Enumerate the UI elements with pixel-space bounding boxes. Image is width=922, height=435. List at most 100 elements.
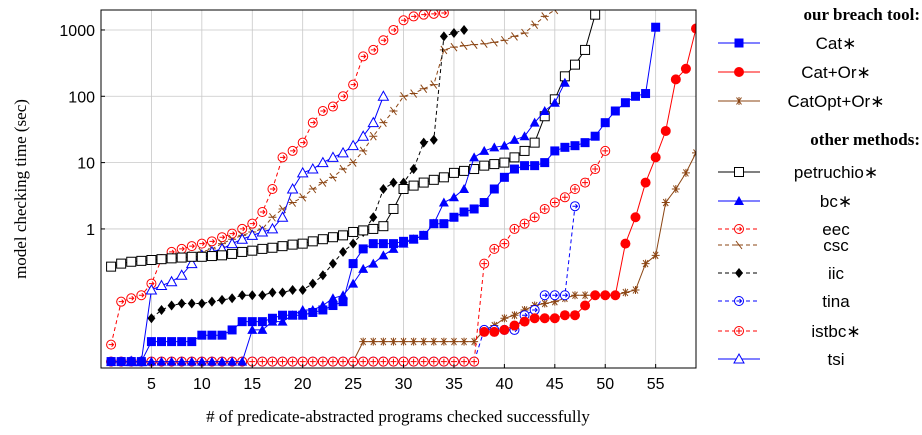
data-point bbox=[368, 356, 379, 367]
data-point bbox=[559, 77, 570, 87]
data-point bbox=[735, 97, 743, 105]
data-point bbox=[560, 142, 570, 152]
data-point bbox=[428, 174, 439, 185]
data-point bbox=[479, 160, 490, 171]
data-point bbox=[267, 356, 278, 367]
data-point bbox=[429, 134, 438, 145]
data-point bbox=[479, 258, 490, 269]
data-point bbox=[408, 11, 419, 22]
data-point bbox=[631, 286, 640, 294]
data-point bbox=[369, 337, 378, 346]
data-point bbox=[338, 230, 349, 241]
data-point bbox=[207, 296, 216, 307]
data-point bbox=[409, 164, 418, 175]
legend-label: tina bbox=[822, 292, 850, 311]
data-point bbox=[176, 243, 187, 254]
legend-label: Cat∗ bbox=[816, 34, 857, 53]
data-point bbox=[509, 152, 520, 163]
data-point bbox=[317, 234, 328, 245]
data-point bbox=[519, 145, 530, 156]
data-point bbox=[126, 357, 136, 367]
data-point bbox=[600, 290, 611, 301]
data-point bbox=[368, 239, 378, 249]
data-point bbox=[379, 118, 388, 127]
data-point bbox=[379, 184, 388, 194]
data-point bbox=[247, 317, 257, 327]
data-point bbox=[399, 236, 409, 246]
data-point bbox=[459, 184, 470, 193]
data-point bbox=[348, 79, 359, 90]
data-point bbox=[106, 339, 117, 350]
data-point bbox=[328, 173, 337, 182]
data-point bbox=[197, 330, 207, 340]
x-tick-label: 40 bbox=[495, 376, 513, 393]
data-point bbox=[398, 15, 409, 26]
data-point bbox=[348, 278, 359, 288]
data-point bbox=[489, 184, 499, 194]
data-point bbox=[439, 337, 448, 346]
data-point bbox=[196, 251, 207, 262]
data-point bbox=[369, 212, 378, 223]
data-point bbox=[217, 330, 227, 340]
data-point bbox=[349, 158, 358, 167]
data-point bbox=[590, 290, 601, 301]
data-point bbox=[470, 40, 479, 49]
data-point bbox=[136, 357, 146, 367]
data-point bbox=[681, 168, 690, 177]
data-point bbox=[126, 256, 137, 267]
data-point bbox=[499, 238, 510, 249]
data-point bbox=[377, 90, 390, 101]
data-point bbox=[651, 22, 661, 32]
data-point bbox=[449, 27, 458, 38]
data-point bbox=[227, 228, 238, 239]
data-point bbox=[379, 337, 388, 346]
legend-item: Cat+Or∗ bbox=[718, 63, 871, 82]
data-point bbox=[549, 313, 560, 324]
legend-item: tina bbox=[718, 292, 850, 311]
data-point bbox=[460, 24, 469, 35]
data-point bbox=[187, 298, 196, 309]
data-point bbox=[610, 290, 621, 301]
data-point bbox=[237, 317, 247, 327]
data-point bbox=[196, 356, 207, 366]
data-point bbox=[409, 89, 418, 98]
data-point bbox=[459, 165, 470, 176]
data-point bbox=[529, 212, 540, 223]
data-point bbox=[569, 201, 580, 212]
data-point bbox=[307, 236, 318, 247]
data-point bbox=[630, 91, 640, 101]
data-point bbox=[549, 290, 560, 301]
legend-label: istbc∗ bbox=[811, 322, 860, 341]
series-line bbox=[484, 28, 696, 333]
data-point bbox=[277, 316, 288, 326]
data-point bbox=[621, 288, 630, 297]
data-point bbox=[489, 142, 500, 152]
y-tick-label: 100 bbox=[68, 89, 95, 106]
data-point bbox=[680, 63, 691, 74]
data-point bbox=[389, 177, 398, 188]
data-point bbox=[308, 307, 318, 317]
data-point bbox=[207, 330, 217, 340]
data-point bbox=[307, 356, 318, 367]
data-point bbox=[136, 290, 147, 301]
data-point bbox=[540, 12, 549, 21]
data-point bbox=[735, 240, 743, 250]
y-tick-label: 1000 bbox=[59, 23, 95, 40]
data-point bbox=[520, 161, 530, 171]
data-point bbox=[156, 356, 167, 366]
data-point bbox=[428, 356, 439, 367]
data-point bbox=[237, 356, 248, 366]
series-petruchio bbox=[106, 10, 601, 272]
data-point bbox=[358, 225, 369, 236]
data-point bbox=[388, 203, 399, 214]
data-point bbox=[337, 146, 349, 158]
plot-area bbox=[101, 10, 696, 368]
data-point bbox=[600, 145, 611, 156]
data-point bbox=[530, 20, 539, 30]
data-point bbox=[479, 198, 489, 208]
data-point bbox=[276, 211, 289, 222]
data-point bbox=[500, 35, 509, 45]
data-point bbox=[418, 356, 429, 367]
data-point bbox=[358, 263, 369, 273]
